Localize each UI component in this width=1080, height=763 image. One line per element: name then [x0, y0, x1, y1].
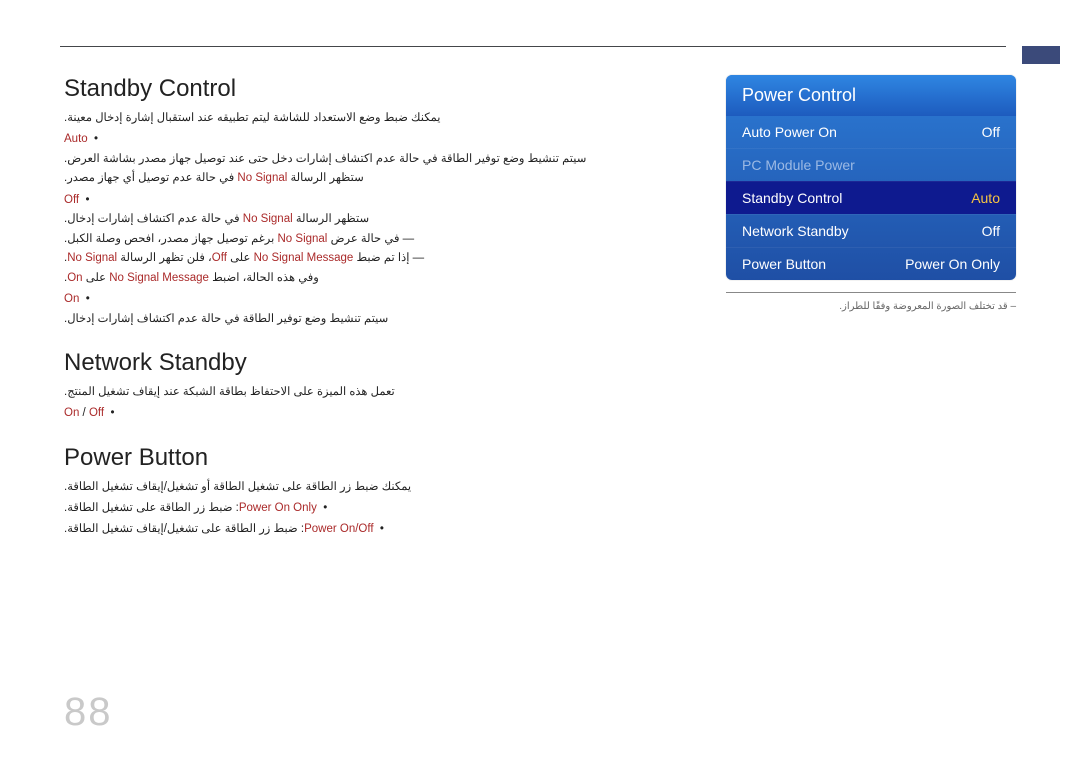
panel-row-value: Off [982, 223, 1000, 239]
panel-row-label: Auto Power On [742, 124, 837, 140]
powerbutton-intro: يمكنك ضبط زر الطاقة على تشغيل الطاقة أو … [64, 478, 411, 497]
panel-row-3[interactable]: Network Standby Off [726, 214, 1016, 247]
standby-title: Standby Control [64, 75, 236, 103]
panel-title: Power Control [726, 75, 1016, 116]
power-control-panel: Power Control Auto Power On Off PC Module … [726, 75, 1016, 280]
network-onoff: • On / Off [64, 404, 115, 424]
panel-footer-rule [726, 292, 1016, 297]
panel-row-value: Power On Only [905, 256, 1000, 272]
standby-on-bullet: • On [64, 290, 90, 310]
standby-off-body: ستظهر الرسالة No Signal في حالة عدم اكتش… [64, 210, 383, 230]
powerbutton-row-2: • Power On/Off: ضبط زر الطاقة على تشغيل/… [64, 520, 384, 540]
panel-row-label: Standby Control [742, 190, 842, 206]
panel-row-value: Auto [971, 190, 1000, 206]
powerbutton-row-1: • Power On Only: ضبط زر الطاقة على تشغيل… [64, 499, 327, 519]
side-tab [1022, 46, 1060, 64]
standby-intro: يمكنك ضبط وضع الاستعداد للشاشة ليتم تطبي… [64, 109, 440, 128]
standby-off-dash-1: في حالة عرض No Signal برغم توصيل جهاز مص… [64, 230, 428, 250]
page-number: 88 [64, 690, 113, 735]
standby-auto-body-2: ستظهر الرسالة No Signal في حالة عدم توصي… [64, 169, 378, 189]
panel-row-2[interactable]: Standby Control Auto [726, 181, 1016, 214]
standby-auto-body-1: سيتم تنشيط وضع توفير الطاقة في حالة عدم … [64, 150, 600, 170]
standby-auto-bullet: • Auto [64, 130, 98, 150]
panel-row-0[interactable]: Auto Power On Off [726, 116, 1016, 148]
panel-row-label: Network Standby [742, 223, 849, 239]
standby-off-bullet: • Off [64, 191, 90, 211]
network-intro: تعمل هذه الميزة على الاحتفاظ بطاقة الشبك… [64, 383, 395, 402]
main-text-column: Standby Control يمكنك ضبط وضع الاستعداد … [64, 75, 642, 540]
panel-row-1[interactable]: PC Module Power [726, 148, 1016, 181]
panel-row-4[interactable]: Power Button Power On Only [726, 247, 1016, 280]
panel-row-value: Off [982, 124, 1000, 140]
standby-off-dash-2: إذا تم ضبط No Signal Message على Off، فل… [64, 249, 438, 269]
standby-on-body: سيتم تنشيط وضع توفير الطاقة في حالة عدم … [64, 310, 402, 330]
panel-row-label: PC Module Power [742, 157, 855, 173]
panel-row-label: Power Button [742, 256, 826, 272]
panel-note: – قد تختلف الصورة المعروضة وفقًا للطراز. [726, 301, 1016, 312]
standby-off-dash-3: وفي هذه الحالة، اضبط No Signal Message ع… [64, 269, 345, 289]
power-control-panel-column: Power Control Auto Power On Off PC Module … [726, 75, 1016, 540]
powerbutton-title: Power Button [64, 444, 208, 472]
top-rule [60, 46, 1006, 47]
network-title: Network Standby [64, 349, 247, 377]
